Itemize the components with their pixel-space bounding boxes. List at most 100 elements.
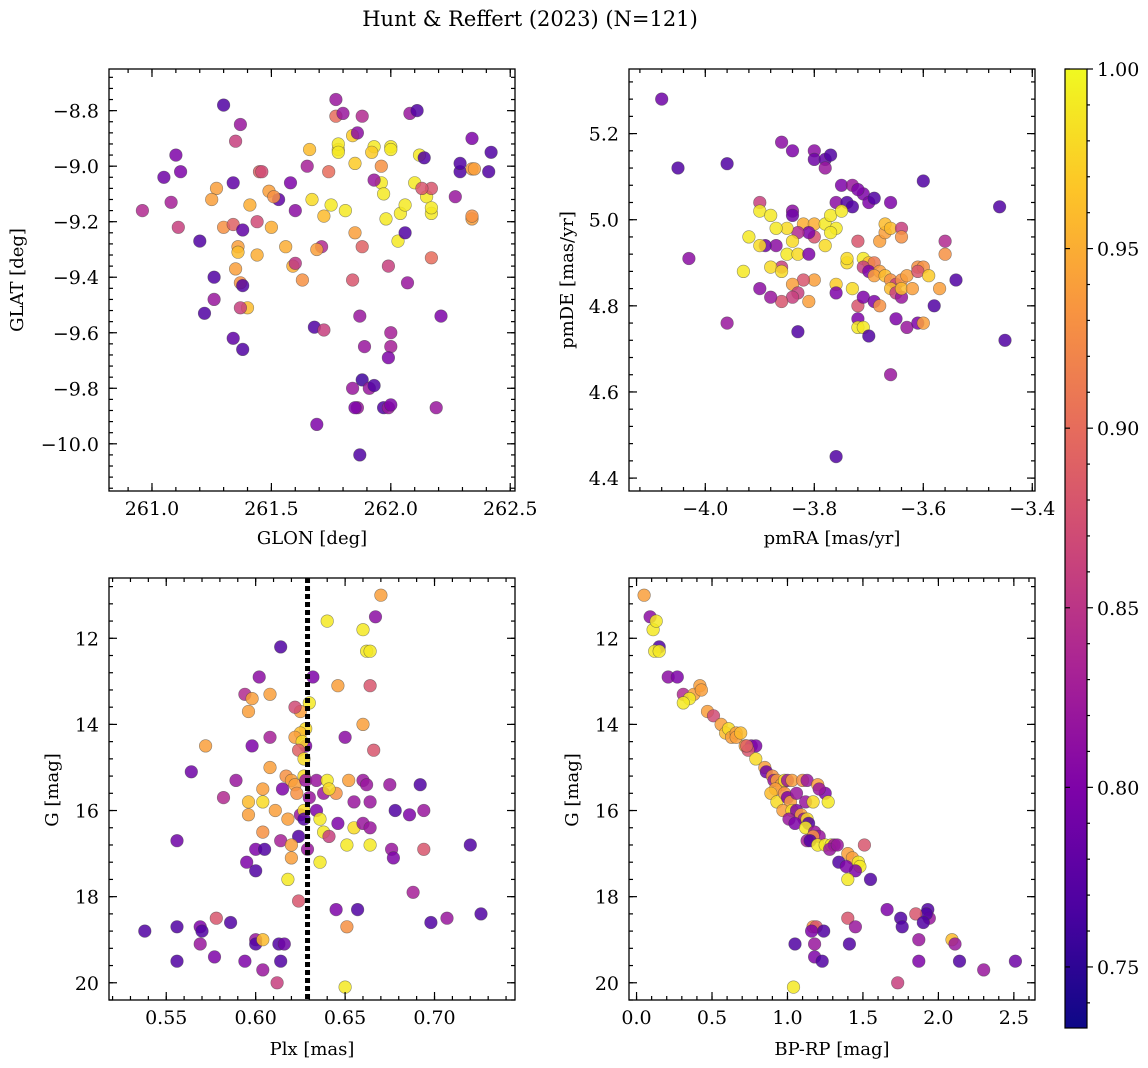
data-point [238,954,252,968]
data-point [263,687,277,701]
data-point [448,190,462,204]
data-point [379,212,393,226]
data-point [682,251,696,266]
data-point [283,176,298,190]
data-point [205,192,219,207]
data-point [217,98,231,112]
data-point [823,226,838,240]
color-magnitude-panel: BP-RP [mag] G [mag] 0.0 0.5 1.0 1.5 2.0 2.5 12… [562,577,1036,1060]
data-point [841,911,855,925]
data-point [360,778,374,792]
data-point [342,773,356,788]
data-point [249,864,263,878]
data-point [157,170,171,184]
data-point [845,282,860,296]
data-point [463,838,477,852]
data-point [138,924,152,938]
data-point [274,954,288,968]
data-point [883,368,898,382]
data-point [909,907,923,921]
data-point [384,142,398,157]
scatter-points [655,92,1012,464]
data-point [281,872,295,887]
data-point [340,838,354,852]
data-point [830,838,844,852]
x-axis-label: GLON [deg] [257,528,367,549]
data-point [368,610,383,624]
x-tick-label: 262.5 [483,498,537,520]
data-point [840,251,854,266]
y-tick-label: 18 [75,887,99,909]
y-tick-label: 5.0 [589,210,619,232]
data-point [916,174,930,188]
y-tick-label: −9.4 [53,267,99,289]
y-axis-label: pmDE [mas/yr] [557,211,578,349]
data-point [742,230,756,244]
parallax-magnitude-panel: Plx [mas] G [mag] 0.55 0.60 0.65 0.70 12 14 16… [42,577,516,1060]
data-point [398,198,412,212]
y-tick-label: −8.8 [53,101,99,123]
data-point [226,331,240,345]
data-point [329,92,343,107]
data-point [671,161,685,175]
data-point [938,247,952,261]
data-point [170,954,184,968]
y-tick-label: 4.8 [589,296,619,318]
data-point [883,195,898,210]
data-point [670,670,684,684]
data-point [355,109,369,123]
data-point [329,902,343,917]
data-point [424,915,438,930]
data-point [789,786,804,800]
data-point [474,907,488,921]
data-point [317,323,331,337]
data-point [815,954,829,968]
data-point [320,614,334,628]
data-point [465,131,479,145]
data-point [806,795,820,809]
y-tick-label: 14 [595,714,619,736]
data-point [829,450,843,464]
y-tick-label: 20 [75,973,99,995]
x-tick-label: 0.0 [621,1007,651,1029]
data-point [381,351,396,365]
data-point [317,209,331,223]
data-point [355,240,369,254]
data-point [267,190,281,204]
data-point [224,915,238,930]
data-point [193,234,207,248]
data-point [764,290,778,304]
y-tick-label: 4.6 [589,382,619,404]
data-point [895,920,909,934]
x-tick-label: 0.5 [697,1007,727,1029]
data-point [284,838,299,852]
data-point [322,829,336,844]
data-point [377,187,391,201]
x-tick-label: 261.0 [125,498,179,520]
data-point [769,221,783,235]
data-point [331,145,345,159]
data-point [786,980,801,994]
data-point [252,670,266,684]
data-point [484,145,498,159]
data-point [243,198,257,212]
data-point [229,773,243,788]
data-point [236,223,250,237]
data-point [410,103,424,118]
data-point [171,220,185,234]
data-point [818,239,832,253]
data-point [322,782,336,796]
data-point [785,144,800,158]
data-point [905,282,920,296]
data-point [357,340,372,354]
data-point [209,911,223,925]
data-point [233,117,247,132]
data-point [250,248,264,262]
x-axis-label: pmRA [mas/yr] [764,528,901,549]
data-point [386,851,401,865]
data-point [263,730,277,744]
data-point [174,165,188,179]
x-tick-label: −3.8 [791,498,837,520]
data-point [867,191,881,205]
data-point [207,270,221,284]
